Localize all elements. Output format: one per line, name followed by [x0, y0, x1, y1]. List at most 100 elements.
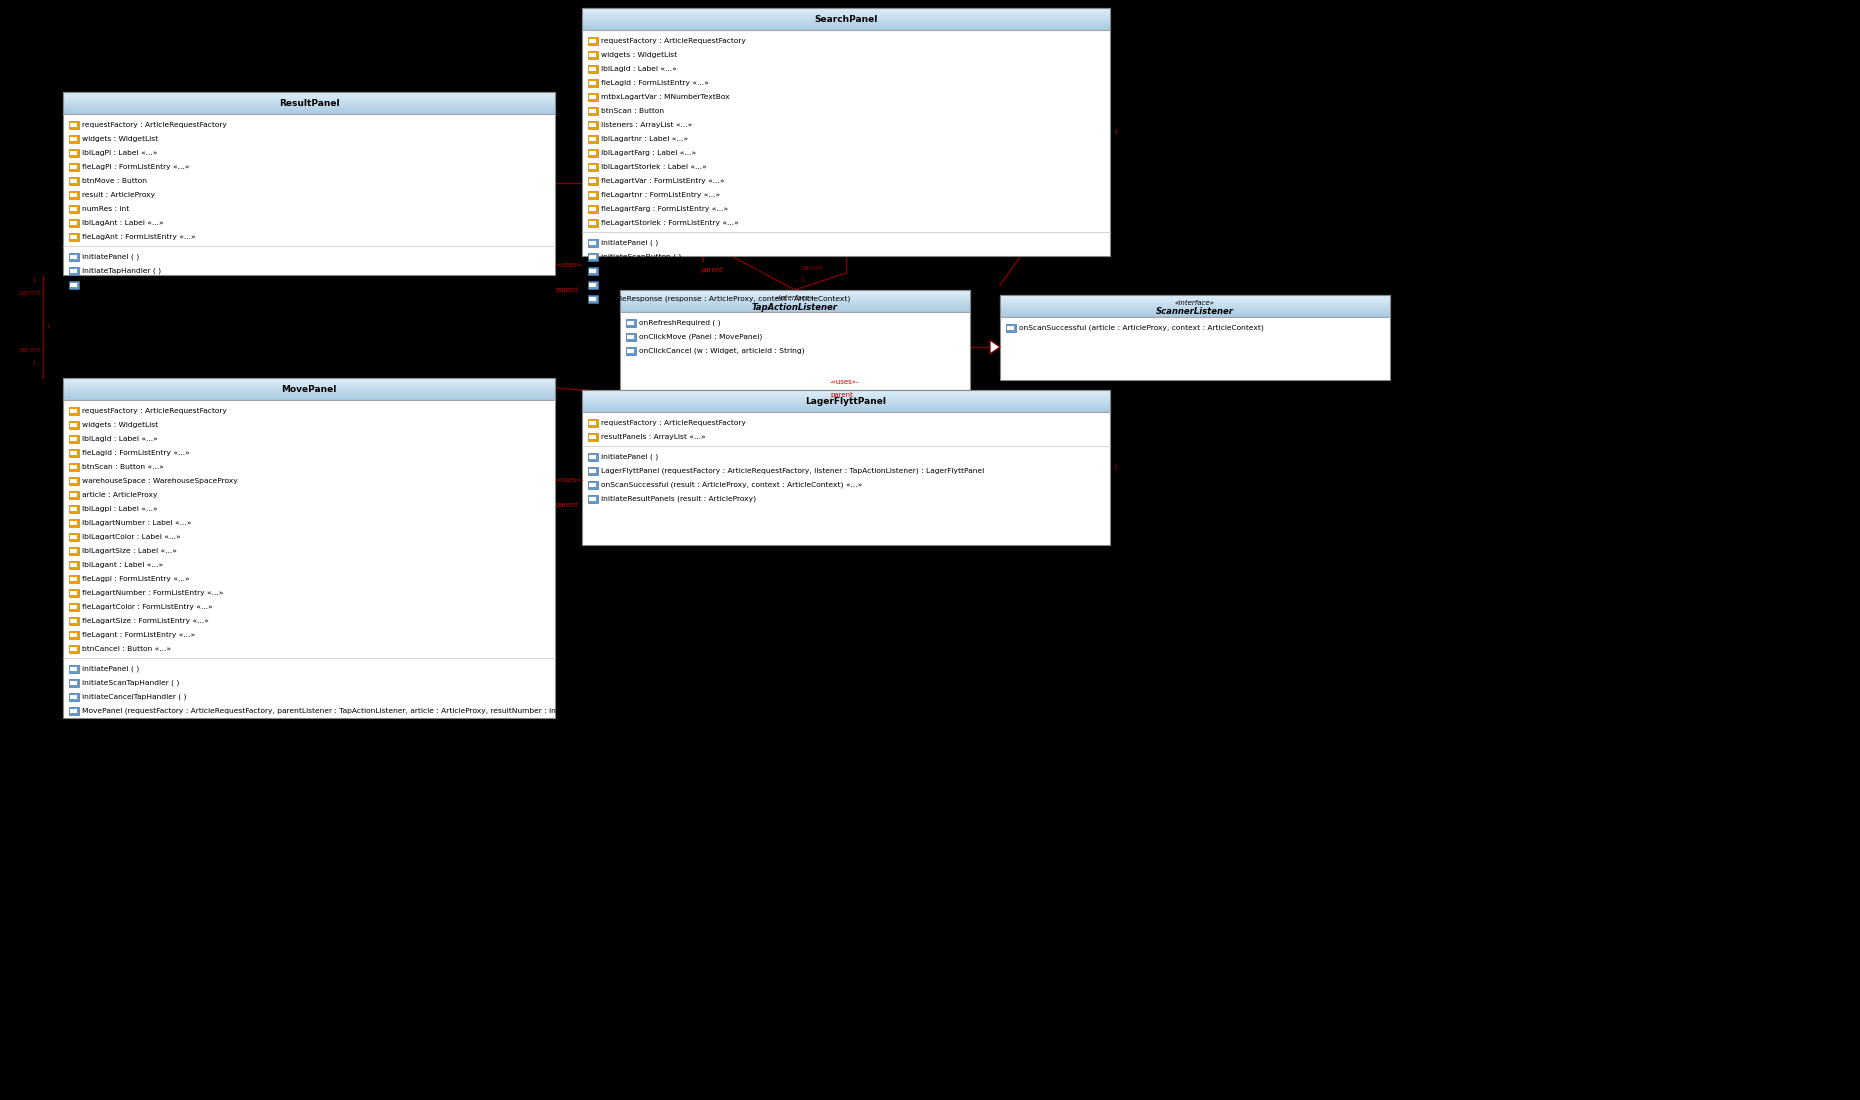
Text: LagerFlyttPanel: LagerFlyttPanel [805, 396, 887, 406]
Bar [69, 631, 78, 639]
Bar [588, 419, 599, 427]
Bar [71, 647, 78, 650]
Bar [69, 177, 78, 185]
Bar [69, 603, 78, 611]
Text: warehouseSpace : WarehouseSpaceProxy: warehouseSpace : WarehouseSpaceProxy [82, 478, 238, 484]
Bar [588, 191, 599, 199]
Text: SearchPanel (requestFactory : ArticleRequestFactory) : SearchPanel: SearchPanel (requestFactory : ArticleReq… [601, 267, 854, 274]
Bar [69, 645, 78, 653]
Text: fleLagartNumber : FormListEntry «...»: fleLagartNumber : FormListEntry «...» [82, 590, 223, 596]
Bar [69, 219, 78, 227]
Bar [71, 254, 78, 258]
Bar [590, 268, 597, 273]
Bar [71, 283, 78, 286]
Bar [588, 205, 599, 213]
Text: -«uses»-: -«uses»- [554, 477, 584, 483]
Bar [1006, 324, 1016, 332]
Text: 1: 1 [32, 360, 35, 366]
Text: fleLagartStorlek : FormListEntry «...»: fleLagartStorlek : FormListEntry «...» [601, 220, 738, 225]
Bar [69, 407, 78, 415]
Text: 1: 1 [1112, 129, 1118, 135]
Bar [69, 267, 78, 275]
Text: -«uses»-: -«uses»- [554, 262, 584, 268]
Text: parent: parent [19, 290, 41, 296]
Bar [69, 205, 78, 213]
Text: btnCancel : Button «...»: btnCancel : Button «...» [82, 646, 171, 652]
Text: initiatePanel ( ): initiatePanel ( ) [82, 666, 140, 672]
Text: fleLagartSize : FormListEntry «...»: fleLagartSize : FormListEntry «...» [82, 618, 208, 624]
Text: btnScan : Button: btnScan : Button [601, 108, 664, 114]
Text: 1: 1 [1112, 464, 1118, 470]
Bar [69, 477, 78, 485]
Text: fleLagant : FormListEntry «...»: fleLagant : FormListEntry «...» [82, 632, 195, 638]
Bar [71, 165, 78, 168]
Bar [590, 151, 597, 154]
Bar [590, 66, 597, 70]
Text: registerListener (listener : ScannerListener): registerListener (listener : ScannerList… [601, 282, 764, 288]
Text: onScanSuccessful (article : ArticleProxy, context : ArticleContext): onScanSuccessful (article : ArticleProxy… [1019, 324, 1265, 331]
Bar [590, 241, 597, 244]
Text: SearchPanel: SearchPanel [815, 14, 878, 23]
Bar [590, 178, 597, 183]
Bar [590, 496, 597, 500]
Bar [71, 618, 78, 623]
Bar [627, 333, 636, 341]
Text: result : ArticleProxy: result : ArticleProxy [82, 192, 154, 198]
Bar [71, 535, 78, 539]
Text: widgets : WidgetList: widgets : WidgetList [601, 52, 677, 58]
Text: lblLagartnr : Label «...»: lblLagartnr : Label «...» [601, 136, 688, 142]
Bar [590, 254, 597, 258]
Text: parent: parent [699, 267, 724, 273]
Text: initiatePanel ( ): initiatePanel ( ) [82, 254, 140, 261]
Bar [588, 295, 599, 302]
Text: widgets : WidgetList: widgets : WidgetList [82, 136, 158, 142]
Text: requestFactory : ArticleRequestFactory: requestFactory : ArticleRequestFactory [82, 122, 227, 128]
Bar [588, 107, 599, 116]
Text: parent: parent [554, 287, 578, 293]
Bar [588, 177, 599, 185]
Bar [69, 233, 78, 241]
Bar [590, 192, 597, 197]
Text: onRefreshRequired ( ): onRefreshRequired ( ) [640, 320, 720, 327]
Bar [71, 576, 78, 581]
Bar [590, 80, 597, 85]
Bar [63, 92, 554, 114]
Bar [590, 469, 597, 473]
Bar [71, 437, 78, 440]
Text: listeners : ArrayList «...»: listeners : ArrayList «...» [601, 122, 692, 128]
Text: lblLagAnt : Label «...»: lblLagAnt : Label «...» [82, 220, 164, 225]
Text: 1: 1 [45, 323, 50, 329]
Bar [69, 561, 78, 569]
Text: lblLagId : Label «...»: lblLagId : Label «...» [601, 66, 677, 72]
Bar [588, 253, 599, 261]
Bar [71, 422, 78, 427]
Text: requestFactory : ArticleRequestFactory: requestFactory : ArticleRequestFactory [82, 408, 227, 414]
Text: fleLagartFarg : FormListEntry «...»: fleLagartFarg : FormListEntry «...» [601, 206, 727, 212]
Bar [627, 320, 634, 324]
Text: parent: parent [800, 265, 822, 271]
Text: -«uses»-: -«uses»- [830, 379, 859, 385]
Text: 1: 1 [32, 277, 35, 283]
Bar [71, 136, 78, 141]
Bar [627, 346, 636, 355]
Bar [69, 434, 78, 443]
Bar [71, 268, 78, 273]
Bar [71, 681, 78, 684]
Text: fleLagPl : FormListEntry «...»: fleLagPl : FormListEntry «...» [82, 164, 190, 170]
Bar [69, 421, 78, 429]
Bar [588, 135, 599, 143]
Bar [588, 121, 599, 129]
Bar [71, 562, 78, 566]
Text: fleLagartnr : FormListEntry «...»: fleLagartnr : FormListEntry «...» [601, 192, 720, 198]
Bar [588, 219, 599, 227]
Text: handleResponse (response : ArticleProxy, context : ArticleContext): handleResponse (response : ArticleProxy,… [601, 296, 850, 303]
Bar [1001, 295, 1389, 380]
Bar [69, 693, 78, 701]
Bar [71, 549, 78, 552]
Bar [590, 434, 597, 439]
Text: initiateResultPanels (result : ArticleProxy): initiateResultPanels (result : ArticlePr… [601, 496, 757, 503]
Bar [69, 707, 78, 715]
Text: requestFactory : ArticleRequestFactory: requestFactory : ArticleRequestFactory [601, 39, 746, 44]
Bar [582, 8, 1110, 30]
Text: onScanSuccessful (result : ArticleProxy, context : ArticleContext) «...»: onScanSuccessful (result : ArticleProxy,… [601, 482, 863, 488]
